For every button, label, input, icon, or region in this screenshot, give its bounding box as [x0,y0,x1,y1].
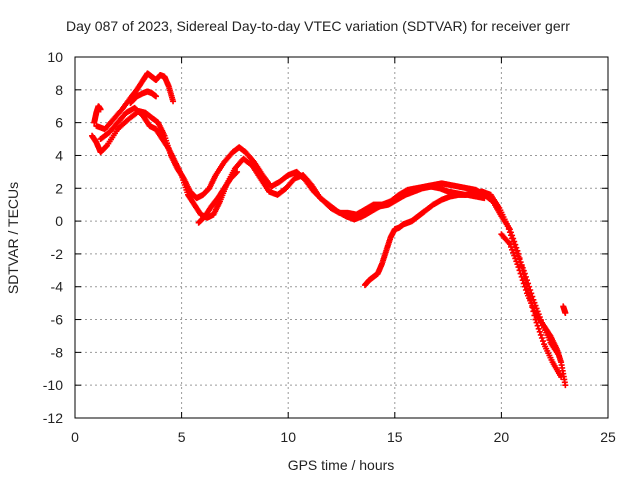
data-point [529,293,536,300]
y-tick-label: -2 [51,246,64,262]
data-point [519,277,526,284]
data-point [510,238,517,245]
data-point [562,382,569,389]
data-point [522,287,529,294]
y-tick-label: 4 [55,147,63,163]
data-point [504,223,511,230]
x-tick-label: 15 [387,429,403,445]
data-point [514,250,521,257]
data-point [509,246,516,253]
data-points [89,70,569,389]
data-point [517,259,524,266]
data-point [516,256,523,263]
data-point [536,328,543,335]
data-point [153,93,160,100]
y-tick-label: -12 [43,410,63,426]
data-point [530,296,537,303]
x-tick-label: 0 [71,429,79,445]
y-tick-label: -10 [43,377,63,393]
series-track-d [127,88,160,106]
data-point [518,261,525,268]
data-point [516,267,523,274]
series-track-g [91,103,104,126]
data-point [520,280,527,287]
data-point [515,264,522,271]
x-tick-label: 25 [600,429,616,445]
data-point [535,325,542,332]
data-point [519,264,526,271]
y-tick-label: -4 [51,279,64,295]
series-track-f [361,191,488,289]
data-point [534,322,541,329]
x-tick-label: 10 [280,429,296,445]
data-point [506,229,513,236]
data-point [507,232,514,239]
data-point [510,249,517,256]
grid [75,57,608,418]
data-point [515,253,522,260]
data-point [513,247,520,254]
data-point [170,98,177,105]
series-track-b [97,104,562,359]
y-tick-label: 10 [47,49,63,65]
x-tick-label: 5 [178,429,186,445]
data-point [509,235,516,242]
data-point [521,283,528,290]
x-axis-label: GPS time / hours [288,457,395,473]
y-tick-label: -6 [51,312,64,328]
chart-title: Day 087 of 2023, Sidereal Day-to-day VTE… [66,18,570,34]
x-tick-label: 20 [494,429,510,445]
y-axis-label: SDTVAR / TECUs [5,182,21,294]
data-point [481,195,488,202]
y-tick-label: 2 [55,180,63,196]
data-point [234,168,241,175]
data-point [513,258,520,265]
y-tick-label: 8 [55,82,63,98]
data-point [514,261,521,268]
y-tick-label: 0 [55,213,63,229]
y-tick-label: -8 [51,344,64,360]
series-track-a [89,108,565,380]
data-point [505,226,512,233]
data-point [512,255,519,262]
data-point [538,335,545,342]
data-point [518,273,525,280]
y-tick-label: 6 [55,115,63,131]
data-point [97,106,104,113]
data-point [507,243,514,250]
data-point [537,331,544,338]
data-point [511,252,518,259]
data-point [506,241,513,248]
series-track-h [560,303,569,316]
series-track-i [498,231,569,389]
data-point [517,270,524,277]
data-point [562,309,569,316]
data-point [533,319,540,326]
plot-frame [74,56,609,419]
series-track-e [195,168,241,226]
data-point [539,338,546,345]
axis-ticks: 0 5 10 15 20 25 -12 -10 -8 -6 -4 -2 0 2 4 6 8 10 [43,49,616,445]
